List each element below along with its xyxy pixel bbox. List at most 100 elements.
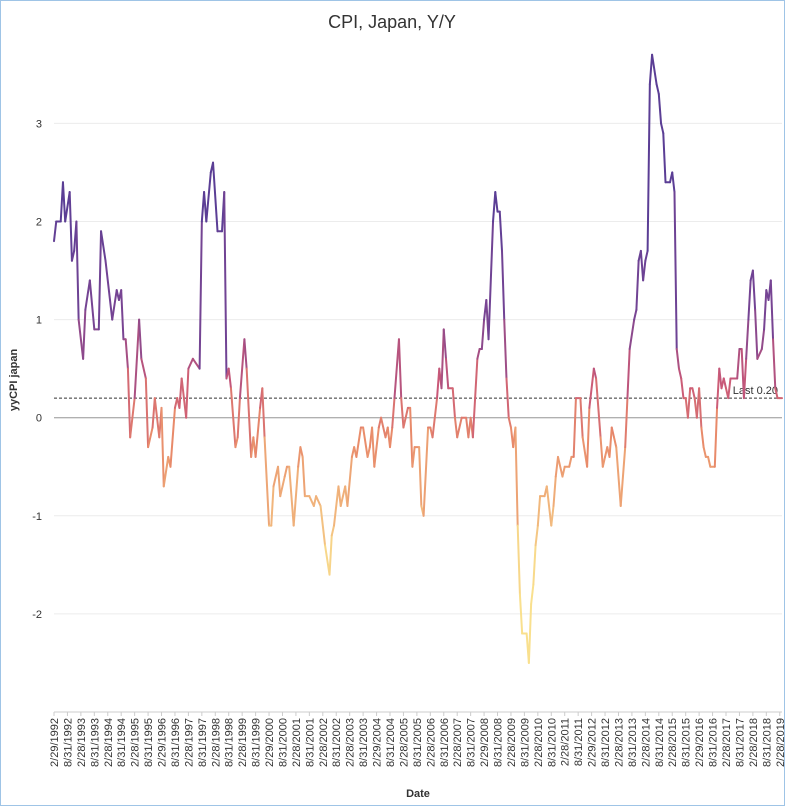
- line-segment: [501, 249, 506, 321]
- x-tick-label: 8/31/2002: [331, 718, 343, 767]
- line-segment: [198, 220, 203, 370]
- line-segment: [263, 436, 271, 527]
- line-segment: [97, 230, 103, 331]
- line-segment: [270, 485, 275, 527]
- x-axis-label: Date: [406, 788, 430, 800]
- line-segment: [187, 357, 194, 370]
- line-segment: [480, 318, 486, 351]
- x-tick-label: 2/29/1992: [49, 718, 61, 767]
- x-tick-label: 8/31/2005: [412, 718, 424, 767]
- line-segment: [648, 53, 654, 86]
- line-segment: [595, 377, 602, 439]
- x-tick-label: 8/31/2000: [277, 718, 289, 767]
- line-segment: [552, 475, 557, 507]
- line-segment: [660, 122, 665, 135]
- line-segment: [700, 426, 705, 449]
- line-segment: [120, 289, 125, 341]
- x-tick-label: 2/28/2011: [560, 718, 572, 766]
- x-tick-label: 2/28/1995: [130, 718, 142, 767]
- x-tick-label: 2/28/2015: [667, 718, 679, 767]
- x-tick-label: 2/28/2010: [533, 718, 545, 767]
- line-segment: [292, 465, 300, 527]
- line-segment: [601, 455, 607, 468]
- x-axis-ticks: 2/29/1992 8/31/1992 2/28/1993 8/31/1993 2/28…: [49, 712, 785, 767]
- x-tick-label: 2/28/2017: [721, 718, 733, 767]
- line-segment: [297, 446, 302, 468]
- line-segment: [397, 338, 403, 400]
- line-segment: [366, 446, 371, 458]
- line-segment: [205, 171, 212, 223]
- line-segment: [671, 171, 676, 194]
- line-segment: [191, 357, 201, 370]
- x-tick-label: 8/31/2007: [466, 718, 478, 767]
- x-tick-label: 2/28/2009: [506, 718, 518, 767]
- line-segment: [507, 416, 512, 429]
- line-segment: [505, 377, 510, 419]
- x-tick-label: 2/28/1997: [183, 718, 195, 767]
- line-segment: [534, 524, 539, 547]
- line-segment: [111, 289, 118, 321]
- line-segment: [422, 426, 430, 517]
- y-tick-label: -1: [32, 511, 42, 523]
- line-segment: [315, 495, 322, 507]
- line-segment: [431, 397, 439, 439]
- line-segment: [84, 279, 91, 311]
- x-tick-label: 8/31/1992: [62, 718, 74, 767]
- line-segment: [393, 338, 400, 400]
- x-tick-label: 8/31/2016: [708, 718, 720, 767]
- line-segment: [124, 338, 129, 370]
- line-segment: [561, 465, 566, 478]
- line-segment: [651, 53, 658, 86]
- line-segment: [445, 357, 450, 390]
- x-tick-label: 8/31/1994: [116, 718, 128, 767]
- line-segment: [362, 426, 369, 458]
- line-segment: [527, 603, 533, 664]
- line-segment: [608, 426, 613, 458]
- line-segment: [718, 367, 723, 390]
- line-segment: [633, 308, 638, 321]
- line-segment: [686, 387, 692, 419]
- line-segment: [409, 406, 414, 468]
- line-segment: [745, 318, 750, 360]
- line-segment: [283, 465, 288, 478]
- x-tick-label: 8/31/1999: [251, 718, 263, 767]
- line-segment: [160, 406, 165, 488]
- y-tick-label: 2: [36, 216, 42, 228]
- x-tick-label: 2/28/2014: [640, 718, 652, 767]
- line-segment: [53, 220, 58, 243]
- x-tick-label: 2/29/1996: [157, 718, 169, 767]
- x-tick-label: 8/31/2011: [573, 718, 585, 766]
- line-segment: [223, 191, 228, 380]
- line-segment: [236, 397, 241, 439]
- line-segment: [514, 426, 519, 527]
- line-segment: [713, 406, 719, 468]
- line-segment: [471, 357, 479, 439]
- line-segment: [82, 308, 87, 360]
- line-segment: [453, 416, 459, 439]
- x-tick-label: 2/28/2003: [345, 718, 357, 767]
- y-tick-label: -2: [32, 609, 42, 621]
- line-segment: [599, 436, 604, 468]
- line-segment: [592, 367, 598, 380]
- line-segment: [389, 426, 394, 449]
- line-segment: [324, 544, 331, 576]
- line-segment: [418, 446, 423, 507]
- line-segment: [518, 593, 524, 635]
- series-line: [53, 53, 783, 664]
- x-tick-label: 8/31/2004: [385, 718, 397, 767]
- line-segment: [400, 397, 405, 429]
- line-segment: [610, 426, 615, 439]
- line-segment: [308, 495, 315, 507]
- line-segment: [675, 348, 680, 370]
- line-segment: [722, 377, 727, 390]
- line-segment: [628, 318, 636, 351]
- x-tick-label: 2/28/1993: [76, 718, 88, 767]
- line-segment: [140, 357, 147, 380]
- line-segment: [619, 446, 627, 507]
- x-tick-label: 8/31/2015: [681, 718, 693, 767]
- line-segment: [126, 367, 132, 439]
- x-tick-label: 8/31/1997: [197, 718, 209, 767]
- line-segment: [68, 191, 73, 262]
- line-segment: [532, 544, 537, 586]
- line-segment: [229, 387, 237, 449]
